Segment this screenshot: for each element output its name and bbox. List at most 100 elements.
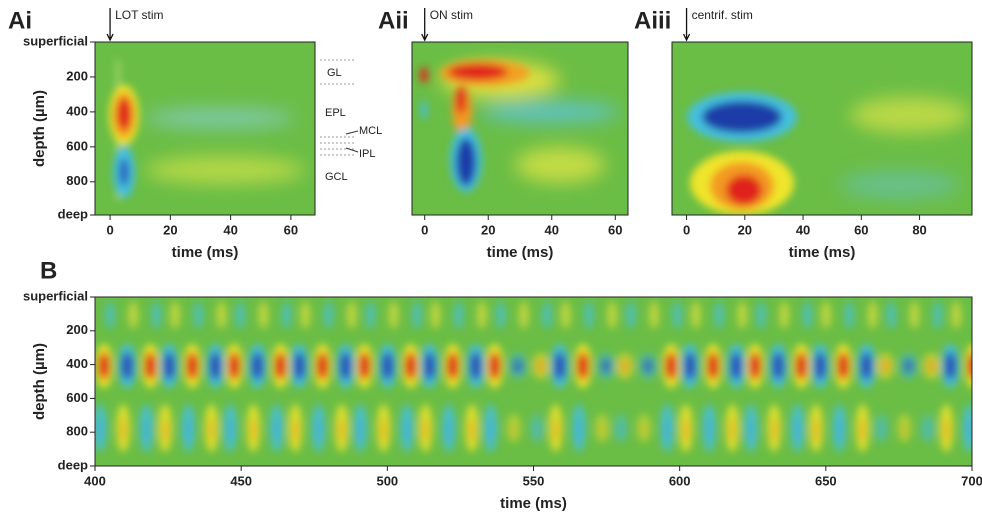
layer-label: EPL: [325, 107, 346, 119]
blob: [730, 352, 743, 380]
blob: [902, 357, 915, 375]
blob: [446, 352, 459, 380]
blob: [365, 301, 376, 329]
stim-arrow: [106, 8, 114, 42]
blob: [641, 422, 647, 438]
blob: [682, 418, 689, 442]
blob: [772, 352, 785, 380]
blob: [664, 418, 671, 442]
blob: [316, 352, 329, 380]
blob: [258, 301, 269, 329]
x-tick-label: 60: [608, 222, 622, 237]
blob: [583, 301, 594, 329]
y-tick-label: 800: [66, 424, 88, 439]
x-tick-label: 400: [84, 473, 106, 488]
blob: [966, 418, 972, 442]
x-tick-label: 80: [912, 222, 926, 237]
blob: [495, 301, 506, 329]
x-tick-label: 600: [669, 473, 691, 488]
blob: [821, 301, 832, 329]
blob: [292, 418, 299, 442]
x-tick-label: 40: [796, 222, 810, 237]
blob: [208, 418, 215, 442]
layer-pointer: [345, 130, 359, 153]
blob: [453, 301, 464, 329]
blob: [227, 418, 234, 442]
y-tick-label: 600: [66, 138, 88, 153]
blob: [553, 352, 566, 380]
blob: [162, 418, 169, 442]
y-axis-label: depth (µm): [31, 90, 48, 167]
x-tick-label: 20: [481, 222, 495, 237]
blob: [209, 352, 222, 380]
panel-title: B: [40, 257, 57, 284]
blob: [535, 357, 547, 375]
y-tick-label: superficial: [23, 33, 88, 48]
blob: [859, 418, 866, 442]
plot-frame: [411, 41, 629, 216]
layer-label: GL: [327, 67, 342, 79]
blob: [339, 352, 352, 380]
blob: [185, 418, 192, 442]
x-tick-label: 40: [545, 222, 559, 237]
blob: [729, 418, 736, 442]
blob: [879, 357, 892, 375]
blob: [737, 301, 748, 329]
x-tick-label: 0: [106, 222, 113, 237]
x-axis-label: time (ms): [500, 495, 567, 512]
stim-label: centrif. stim: [692, 8, 753, 22]
blob: [867, 301, 878, 329]
blob: [170, 301, 181, 329]
blob: [860, 352, 873, 380]
blob: [534, 422, 540, 438]
blob: [411, 301, 422, 329]
blob: [575, 418, 582, 442]
blob: [625, 301, 636, 329]
blob: [235, 301, 246, 329]
blob: [186, 352, 199, 380]
blob: [607, 301, 618, 329]
stim-arrow: [682, 8, 691, 42]
blob: [151, 301, 162, 329]
blob: [844, 301, 855, 329]
y-tick-label: 400: [66, 356, 88, 371]
y-tick-label: 400: [66, 103, 88, 118]
y-axis-label: depth (µm): [31, 343, 48, 420]
blob: [672, 301, 683, 329]
blob: [105, 301, 115, 329]
blob: [756, 301, 766, 329]
blob: [228, 352, 241, 380]
blob: [599, 422, 606, 438]
layer-label: MCL: [359, 125, 382, 137]
x-axis-label: time (ms): [487, 244, 554, 261]
y-tick-label: 800: [66, 173, 88, 188]
blob: [837, 352, 850, 380]
blob: [511, 357, 524, 375]
heatmap-image: [95, 297, 972, 466]
blob: [338, 418, 345, 442]
blob: [814, 352, 827, 380]
blob: [901, 422, 908, 438]
blob: [748, 418, 754, 442]
blob: [749, 352, 761, 380]
stim-arrow: [421, 8, 429, 42]
blob: [649, 301, 659, 329]
blob: [690, 301, 701, 329]
blob: [542, 301, 552, 329]
y-tick-label: superficial: [23, 288, 88, 303]
plot-frame: [94, 41, 316, 216]
blob: [144, 352, 157, 380]
blob: [779, 301, 790, 329]
x-tick-label: 500: [376, 473, 398, 488]
blob: [293, 352, 306, 380]
blob: [422, 418, 429, 442]
stim-label: LOT stim: [115, 8, 163, 22]
blob: [560, 301, 571, 329]
blob: [771, 418, 778, 442]
x-tick-label: 650: [815, 473, 837, 488]
blob: [944, 352, 957, 380]
x-axis-label: time (ms): [789, 244, 856, 261]
blob: [120, 418, 127, 442]
blob: [714, 301, 725, 329]
